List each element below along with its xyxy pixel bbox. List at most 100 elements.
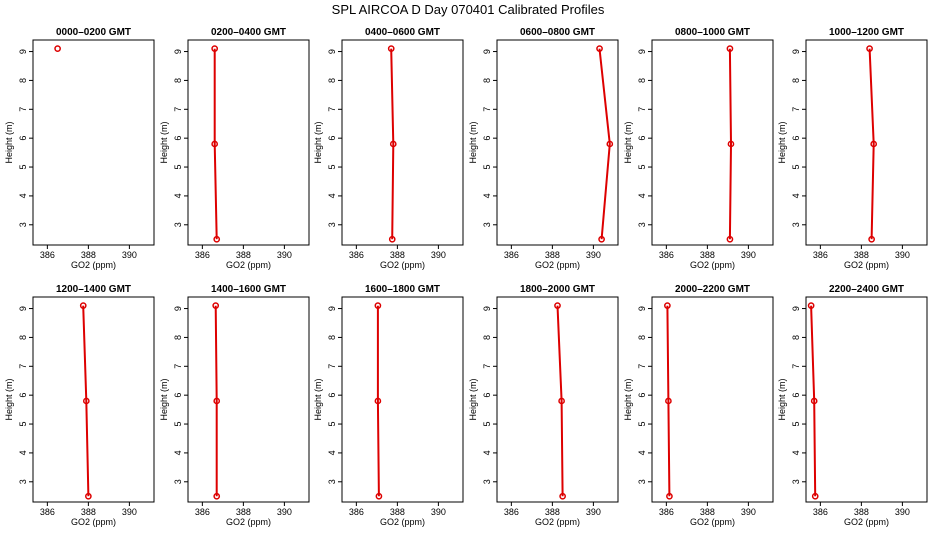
x-axis-label: GO2 (ppm) <box>71 517 116 527</box>
y-tick-label: 3 <box>327 479 337 484</box>
x-tick-label: 390 <box>586 507 601 517</box>
data-point <box>726 45 734 53</box>
y-tick-label: 6 <box>791 136 801 141</box>
y-tick-label: 8 <box>791 78 801 83</box>
x-axis-label: GO2 (ppm) <box>71 260 116 270</box>
y-tick-label: 5 <box>18 165 28 170</box>
y-tick-label: 8 <box>637 78 647 83</box>
x-axis-label: GO2 (ppm) <box>535 260 580 270</box>
profile-line <box>82 305 90 497</box>
x-tick-label: 388 <box>854 250 869 260</box>
profile-panel: 2000–2200 GMT 386 388 390 3 4 5 6 7 8 9 GO2 (ppm) He… <box>623 284 774 527</box>
data-point <box>807 302 815 310</box>
x-tick-label: 386 <box>40 507 55 517</box>
panel-title: 1400–1600 GMT <box>211 284 286 295</box>
plot-frame <box>341 296 464 503</box>
profile-line <box>556 305 564 497</box>
x-tick-label: 390 <box>277 250 292 260</box>
data-point <box>554 302 561 310</box>
y-tick-label: 4 <box>173 193 183 198</box>
data-point <box>374 397 382 405</box>
y-tick-label: 3 <box>18 479 28 484</box>
x-tick-label: 386 <box>659 507 674 517</box>
y-tick-label: 4 <box>637 193 647 198</box>
plot-frame <box>187 39 310 246</box>
x-axis-label: GO2 (ppm) <box>226 517 271 527</box>
y-tick-label: 6 <box>18 136 28 141</box>
y-tick-label: 6 <box>482 136 492 141</box>
y-tick-label: 4 <box>637 450 647 455</box>
y-tick-label: 6 <box>327 393 337 398</box>
x-tick-label: 390 <box>895 507 910 517</box>
y-tick-label: 8 <box>327 78 337 83</box>
y-tick-label: 3 <box>637 479 647 484</box>
x-axis-label: GO2 (ppm) <box>380 260 425 270</box>
data-point <box>558 397 565 405</box>
profile-panel: 1400–1600 GMT 386 388 390 3 4 5 6 7 8 9 GO2 (ppm) He… <box>159 284 310 527</box>
y-tick-label: 3 <box>791 479 801 484</box>
y-tick-label: 5 <box>637 165 647 170</box>
x-axis-label: GO2 (ppm) <box>226 260 271 270</box>
data-point <box>664 302 671 310</box>
profile-panel: 0000–0200 GMT 386 388 390 3 4 5 6 7 8 9 GO2 (ppm) He… <box>4 27 155 270</box>
x-tick-label: 388 <box>390 250 405 260</box>
x-tick-label: 390 <box>122 250 137 260</box>
panel-title: 1200–1400 GMT <box>56 284 131 295</box>
y-tick-label: 9 <box>173 49 183 54</box>
y-tick-label: 6 <box>637 136 647 141</box>
x-tick-label: 388 <box>236 250 251 260</box>
plot-frame <box>651 39 774 246</box>
x-axis-label: GO2 (ppm) <box>690 517 735 527</box>
profile-line <box>728 48 733 240</box>
y-tick-label: 9 <box>173 306 183 311</box>
profile-panel: 0200–0400 GMT 386 388 390 3 4 5 6 7 8 9 GO2 (ppm) He… <box>159 27 310 270</box>
data-point <box>82 397 90 405</box>
y-tick-label: 6 <box>173 393 183 398</box>
profile-panel: 1200–1400 GMT 386 388 390 3 4 5 6 7 8 9 GO2 (ppm) He… <box>4 284 155 527</box>
data-point <box>374 302 382 310</box>
y-tick-label: 8 <box>18 78 28 83</box>
profile-panel: 0400–0600 GMT 386 388 390 3 4 5 6 7 8 9 GO2 (ppm) He… <box>313 27 464 270</box>
panel-title: 2000–2200 GMT <box>675 284 750 295</box>
profile-line <box>810 305 817 497</box>
x-tick-label: 386 <box>349 507 364 517</box>
data-point <box>866 45 873 53</box>
plot-frame <box>496 39 619 246</box>
y-tick-label: 5 <box>791 165 801 170</box>
y-tick-label: 3 <box>18 222 28 227</box>
y-tick-label: 4 <box>327 193 337 198</box>
y-tick-label: 5 <box>173 165 183 170</box>
x-tick-label: 390 <box>741 507 756 517</box>
x-tick-label: 388 <box>545 507 560 517</box>
data-point <box>596 45 603 53</box>
y-tick-label: 8 <box>173 78 183 83</box>
y-tick-label: 6 <box>173 136 183 141</box>
x-axis-label: GO2 (ppm) <box>690 260 735 270</box>
figure-title: SPL AIRCOA D Day 070401 Calibrated Profi… <box>332 2 605 17</box>
y-tick-label: 9 <box>327 306 337 311</box>
y-axis-label: Height (m) <box>777 378 787 420</box>
plot-frame <box>805 39 928 246</box>
y-tick-label: 5 <box>482 165 492 170</box>
x-tick-label: 390 <box>741 250 756 260</box>
y-tick-label: 9 <box>18 306 28 311</box>
x-tick-label: 390 <box>431 250 446 260</box>
y-tick-label: 9 <box>791 306 801 311</box>
y-tick-label: 3 <box>173 479 183 484</box>
x-tick-label: 390 <box>122 507 137 517</box>
x-tick-label: 388 <box>854 507 869 517</box>
y-tick-label: 7 <box>791 107 801 112</box>
x-tick-label: 388 <box>390 507 405 517</box>
data-point <box>606 140 614 148</box>
x-tick-label: 386 <box>195 507 210 517</box>
plot-frame <box>341 39 464 246</box>
data-point <box>726 235 734 243</box>
y-tick-label: 4 <box>482 193 492 198</box>
profile-line <box>868 48 875 240</box>
y-tick-label: 6 <box>18 393 28 398</box>
plot-frame <box>651 296 774 503</box>
y-tick-label: 7 <box>327 364 337 369</box>
y-tick-label: 4 <box>327 450 337 455</box>
y-tick-label: 4 <box>18 450 28 455</box>
y-tick-label: 8 <box>18 335 28 340</box>
